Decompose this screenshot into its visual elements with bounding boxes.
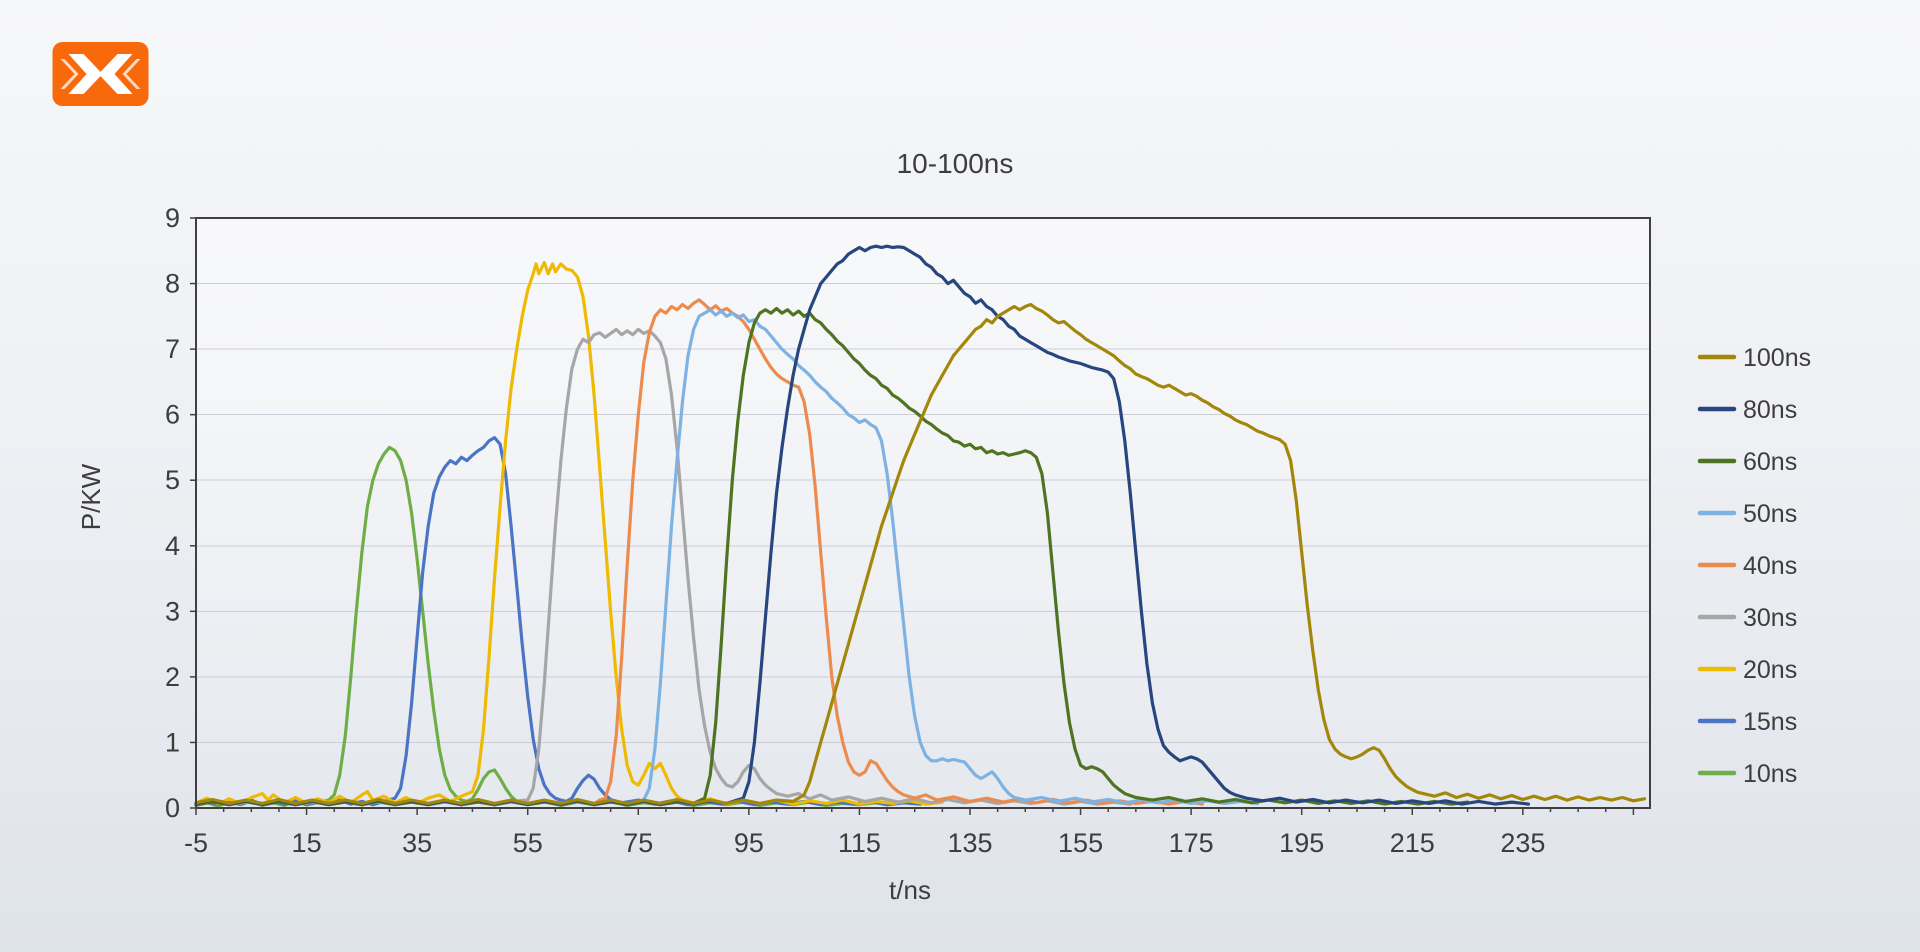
x-tick-label: 115 (838, 828, 881, 858)
axis-ticks (190, 217, 1635, 815)
y-tick-label: 8 (165, 269, 180, 299)
x-tick-label: 135 (947, 828, 992, 858)
y-tick-label: 9 (165, 203, 180, 233)
legend-label-60ns: 60ns (1743, 448, 1797, 476)
y-tick-label: 2 (165, 662, 180, 692)
y-tick-label: 3 (165, 596, 180, 626)
legend-label-50ns: 50ns (1743, 500, 1797, 528)
legend-item-100ns: 100ns (1697, 344, 1811, 372)
legend-label-40ns: 40ns (1743, 552, 1797, 580)
y-tick-label: 6 (165, 400, 180, 430)
legend-item-10ns: 10ns (1697, 760, 1797, 788)
legend-label-80ns: 80ns (1743, 396, 1797, 424)
x-tick-label: -5 (184, 828, 208, 858)
legend-label-20ns: 20ns (1743, 656, 1797, 684)
legend-item-50ns: 50ns (1697, 500, 1797, 528)
x-tick-label: 35 (402, 828, 432, 858)
y-tick-label: 1 (165, 727, 180, 757)
legend-item-40ns: 40ns (1697, 552, 1797, 580)
x-tick-label: 175 (1169, 828, 1214, 858)
y-tick-label: 7 (165, 334, 180, 364)
x-tick-label: 195 (1279, 828, 1324, 858)
y-tick-label: 5 (165, 465, 180, 495)
series-lines (194, 244, 1647, 808)
legend: 100ns 80ns 60ns 50ns 40ns 30ns 20ns 15ns 10ns (1697, 344, 1811, 788)
legend-item-60ns: 60ns (1697, 448, 1797, 476)
x-tick-label: 95 (734, 828, 764, 858)
x-axis-label: t/ns (889, 875, 931, 905)
y-tick-label: 4 (165, 531, 180, 561)
legend-label-100ns: 100ns (1743, 344, 1811, 372)
y-axis-label: P/KW (76, 463, 106, 530)
y-tick-label: 0 (165, 793, 180, 823)
x-tick-label: 55 (513, 828, 543, 858)
plot-border (195, 217, 1651, 809)
legend-item-15ns: 15ns (1697, 708, 1797, 736)
tick-labels: -5 15 35 55 75 95 115 135 155 175 195 215 235 0 1 2 3 4 5 6… (165, 203, 1545, 858)
series-line-100ns (194, 302, 1647, 806)
x-tick-label: 235 (1500, 828, 1545, 858)
legend-item-20ns: 20ns (1697, 656, 1797, 684)
x-tick-label: 215 (1390, 828, 1435, 858)
brand-logo (52, 42, 149, 106)
legend-item-30ns: 30ns (1697, 604, 1797, 632)
x-tick-label: 155 (1058, 828, 1103, 858)
legend-item-80ns: 80ns (1697, 396, 1797, 424)
x-tick-label: 75 (623, 828, 653, 858)
x-tick-label: 15 (292, 828, 322, 858)
logo-x-glyph (60, 54, 141, 94)
legend-label-30ns: 30ns (1743, 604, 1797, 632)
legend-label-15ns: 15ns (1743, 708, 1797, 736)
chart-title: 10-100ns (897, 148, 1014, 179)
plot-area (196, 218, 1650, 808)
legend-label-10ns: 10ns (1743, 760, 1797, 788)
